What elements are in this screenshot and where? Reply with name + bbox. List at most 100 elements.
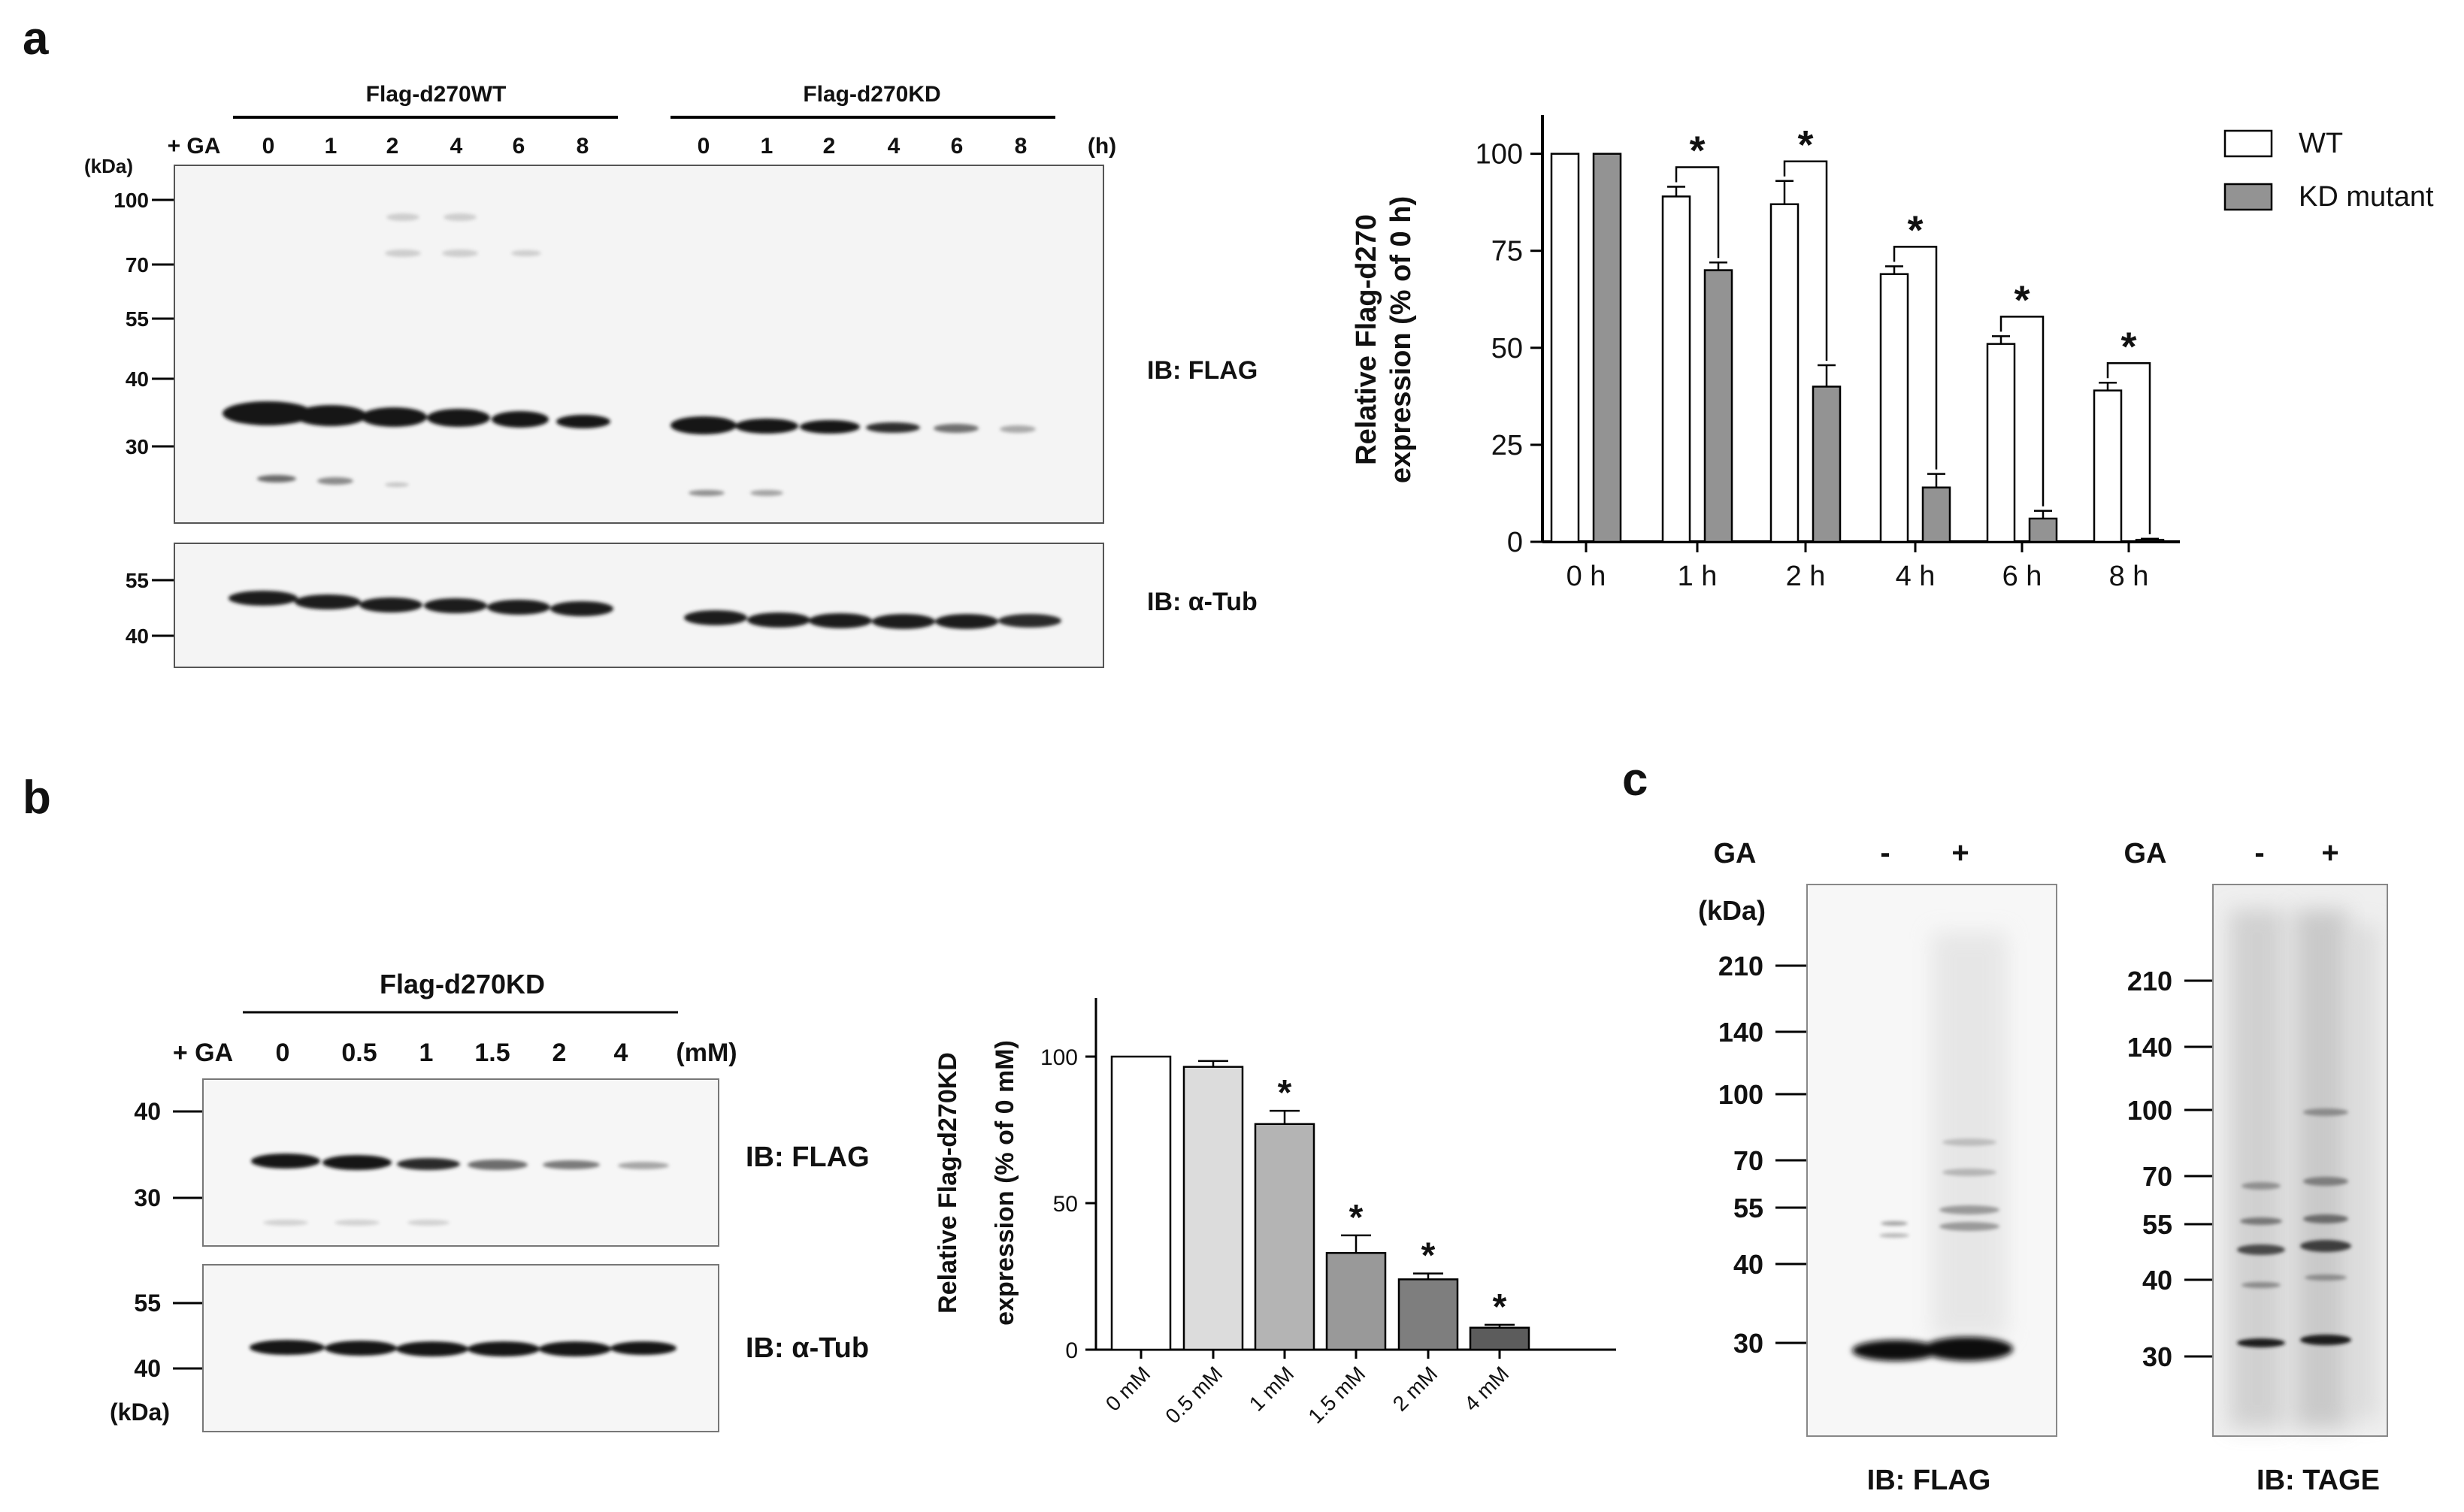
x-tick-label: 1 mM <box>1245 1362 1298 1415</box>
markers-c-right: 210 140 100 70 55 40 30 <box>2127 966 2213 1372</box>
marker-label: 55 <box>134 1290 161 1317</box>
blot-c-tage <box>2212 884 2388 1437</box>
unit-label-b: (mM) <box>676 1039 737 1067</box>
lane-label: 1 <box>761 134 773 159</box>
legend-label-wt: WT <box>2299 128 2343 159</box>
x-tick-label: 4 h <box>1896 561 1936 592</box>
markers-c-left: 210 140 100 70 55 40 30 <box>1718 951 1807 1359</box>
marker-label: 100 <box>1718 1079 1763 1110</box>
marker-label: 140 <box>1718 1017 1763 1048</box>
y-tick-label: 50 <box>1053 1192 1078 1217</box>
marker-label: 100 <box>2127 1095 2172 1126</box>
marker-label: 40 <box>2142 1265 2172 1296</box>
y-tick-label: 75 <box>1491 236 1523 268</box>
marker-label: 55 <box>1733 1193 1763 1223</box>
treatment-label-a: + GA <box>168 134 221 159</box>
lane-label: 1.5 <box>474 1039 510 1067</box>
chart-a-ylabel-line2: expression (% of 0 h) <box>1385 196 1417 483</box>
lane-label-c2-minus: - <box>2254 836 2264 869</box>
panel-c-letter: c <box>1622 754 1648 806</box>
y-tick-label: 100 <box>1476 139 1523 171</box>
treatment-label-c1: GA <box>1714 838 1757 869</box>
marker-label: 210 <box>1718 951 1763 981</box>
lane-label: 2 <box>823 134 836 159</box>
x-tick-label: 0.5 mM <box>1161 1362 1227 1428</box>
significance-star: * <box>1907 207 1923 253</box>
lane-label: 8 <box>1015 134 1028 159</box>
ib-label-b-flag: IB: FLAG <box>746 1142 870 1173</box>
bar-kd <box>2135 539 2165 543</box>
x-tick-label: 2 h <box>1786 561 1826 592</box>
significance-bracket <box>1893 246 1938 470</box>
lane-label: 6 <box>513 134 525 159</box>
bar <box>1325 1252 1387 1351</box>
bar-kd <box>2028 517 2058 543</box>
marker-label: 40 <box>126 367 149 391</box>
marker-label: 40 <box>134 1355 161 1382</box>
chart-a-legend: WT KD mutant <box>2223 128 2434 213</box>
lane-label-c2-plus: + <box>2321 836 2338 869</box>
marker-label: 70 <box>1733 1145 1763 1176</box>
chart-b-ylabel-line2: expression (% of 0 mM) <box>991 1040 1019 1326</box>
bar-kd <box>1703 269 1733 543</box>
lane-label: 1 <box>419 1039 434 1067</box>
markers-a-bottom: 55 40 <box>126 569 174 648</box>
significance-star: * <box>1278 1073 1292 1113</box>
bar-kd <box>1812 386 1842 543</box>
lane-labels-b: 0 0.5 1 1.5 2 4 <box>276 1039 628 1067</box>
x-tick-label: 1.5 mM <box>1303 1362 1370 1428</box>
ib-label-b-tubulin: IB: α-Tub <box>746 1332 869 1364</box>
markers-a-top: 100 70 55 40 30 <box>114 189 174 458</box>
bar-kd <box>1921 486 1951 543</box>
group-label-b: Flag-d270KD <box>380 969 545 999</box>
bar-wt <box>1769 203 1800 543</box>
marker-label: 70 <box>2142 1161 2172 1192</box>
kda-label-c: (kDa) <box>1698 895 1766 926</box>
bar <box>1182 1066 1244 1351</box>
bar-wt <box>1986 343 2016 543</box>
lane-label: 0 <box>698 134 710 159</box>
lane-label: 4 <box>614 1039 628 1067</box>
marker-label: 40 <box>134 1098 161 1125</box>
lane-label-c1-plus: + <box>1951 836 1969 869</box>
x-tick-label: 2 mM <box>1388 1362 1442 1415</box>
marker-label: 30 <box>1733 1328 1763 1359</box>
ib-label-c-flag: IB: FLAG <box>1867 1465 1991 1496</box>
group-label-wt: Flag-d270WT <box>366 82 507 107</box>
x-tick-label: 8 h <box>2109 561 2149 592</box>
lane-label: 4 <box>888 134 901 159</box>
bar-wt <box>1661 195 1691 543</box>
marker-label: 55 <box>126 307 149 331</box>
lane-label: 0 <box>262 134 275 159</box>
lane-label: 4 <box>450 134 463 159</box>
y-tick-label: 0 <box>1507 527 1523 558</box>
bar-wt <box>1879 273 1909 543</box>
markers-b-top: 40 30 <box>134 1098 203 1211</box>
kda-label-b: (kDa) <box>110 1399 170 1426</box>
x-tick-label: 4 mM <box>1460 1362 1513 1415</box>
significance-star: * <box>2120 324 2136 369</box>
marker-label: 30 <box>126 435 149 458</box>
lane-label: 8 <box>577 134 589 159</box>
blot-b-tubulin <box>202 1264 719 1432</box>
legend-swatch-kd <box>2223 183 2273 211</box>
panel-a-letter: a <box>23 13 49 65</box>
bar-wt <box>1550 153 1580 543</box>
significance-bracket <box>1675 166 1720 259</box>
significance-bracket <box>1999 316 2045 507</box>
lane-label: 0 <box>276 1039 290 1067</box>
x-tick-label: 6 h <box>2002 561 2042 592</box>
lane-label: 2 <box>552 1039 567 1067</box>
lane-labels-kd: 0 1 2 4 6 8 <box>698 134 1028 159</box>
treatment-label-c2: GA <box>2124 838 2167 869</box>
significance-star: * <box>1797 122 1813 168</box>
chart-a: Relative Flag-d270 expression (% of 0 h)… <box>1351 115 2180 592</box>
legend-label-kd: KD mutant <box>2299 181 2434 213</box>
kda-label-a: (kDa) <box>84 155 133 177</box>
y-tick-label: 100 <box>1040 1045 1078 1070</box>
marker-label: 100 <box>114 189 149 212</box>
marker-label: 40 <box>126 624 149 648</box>
marker-label: 30 <box>134 1184 161 1211</box>
lane-label: 2 <box>386 134 399 159</box>
